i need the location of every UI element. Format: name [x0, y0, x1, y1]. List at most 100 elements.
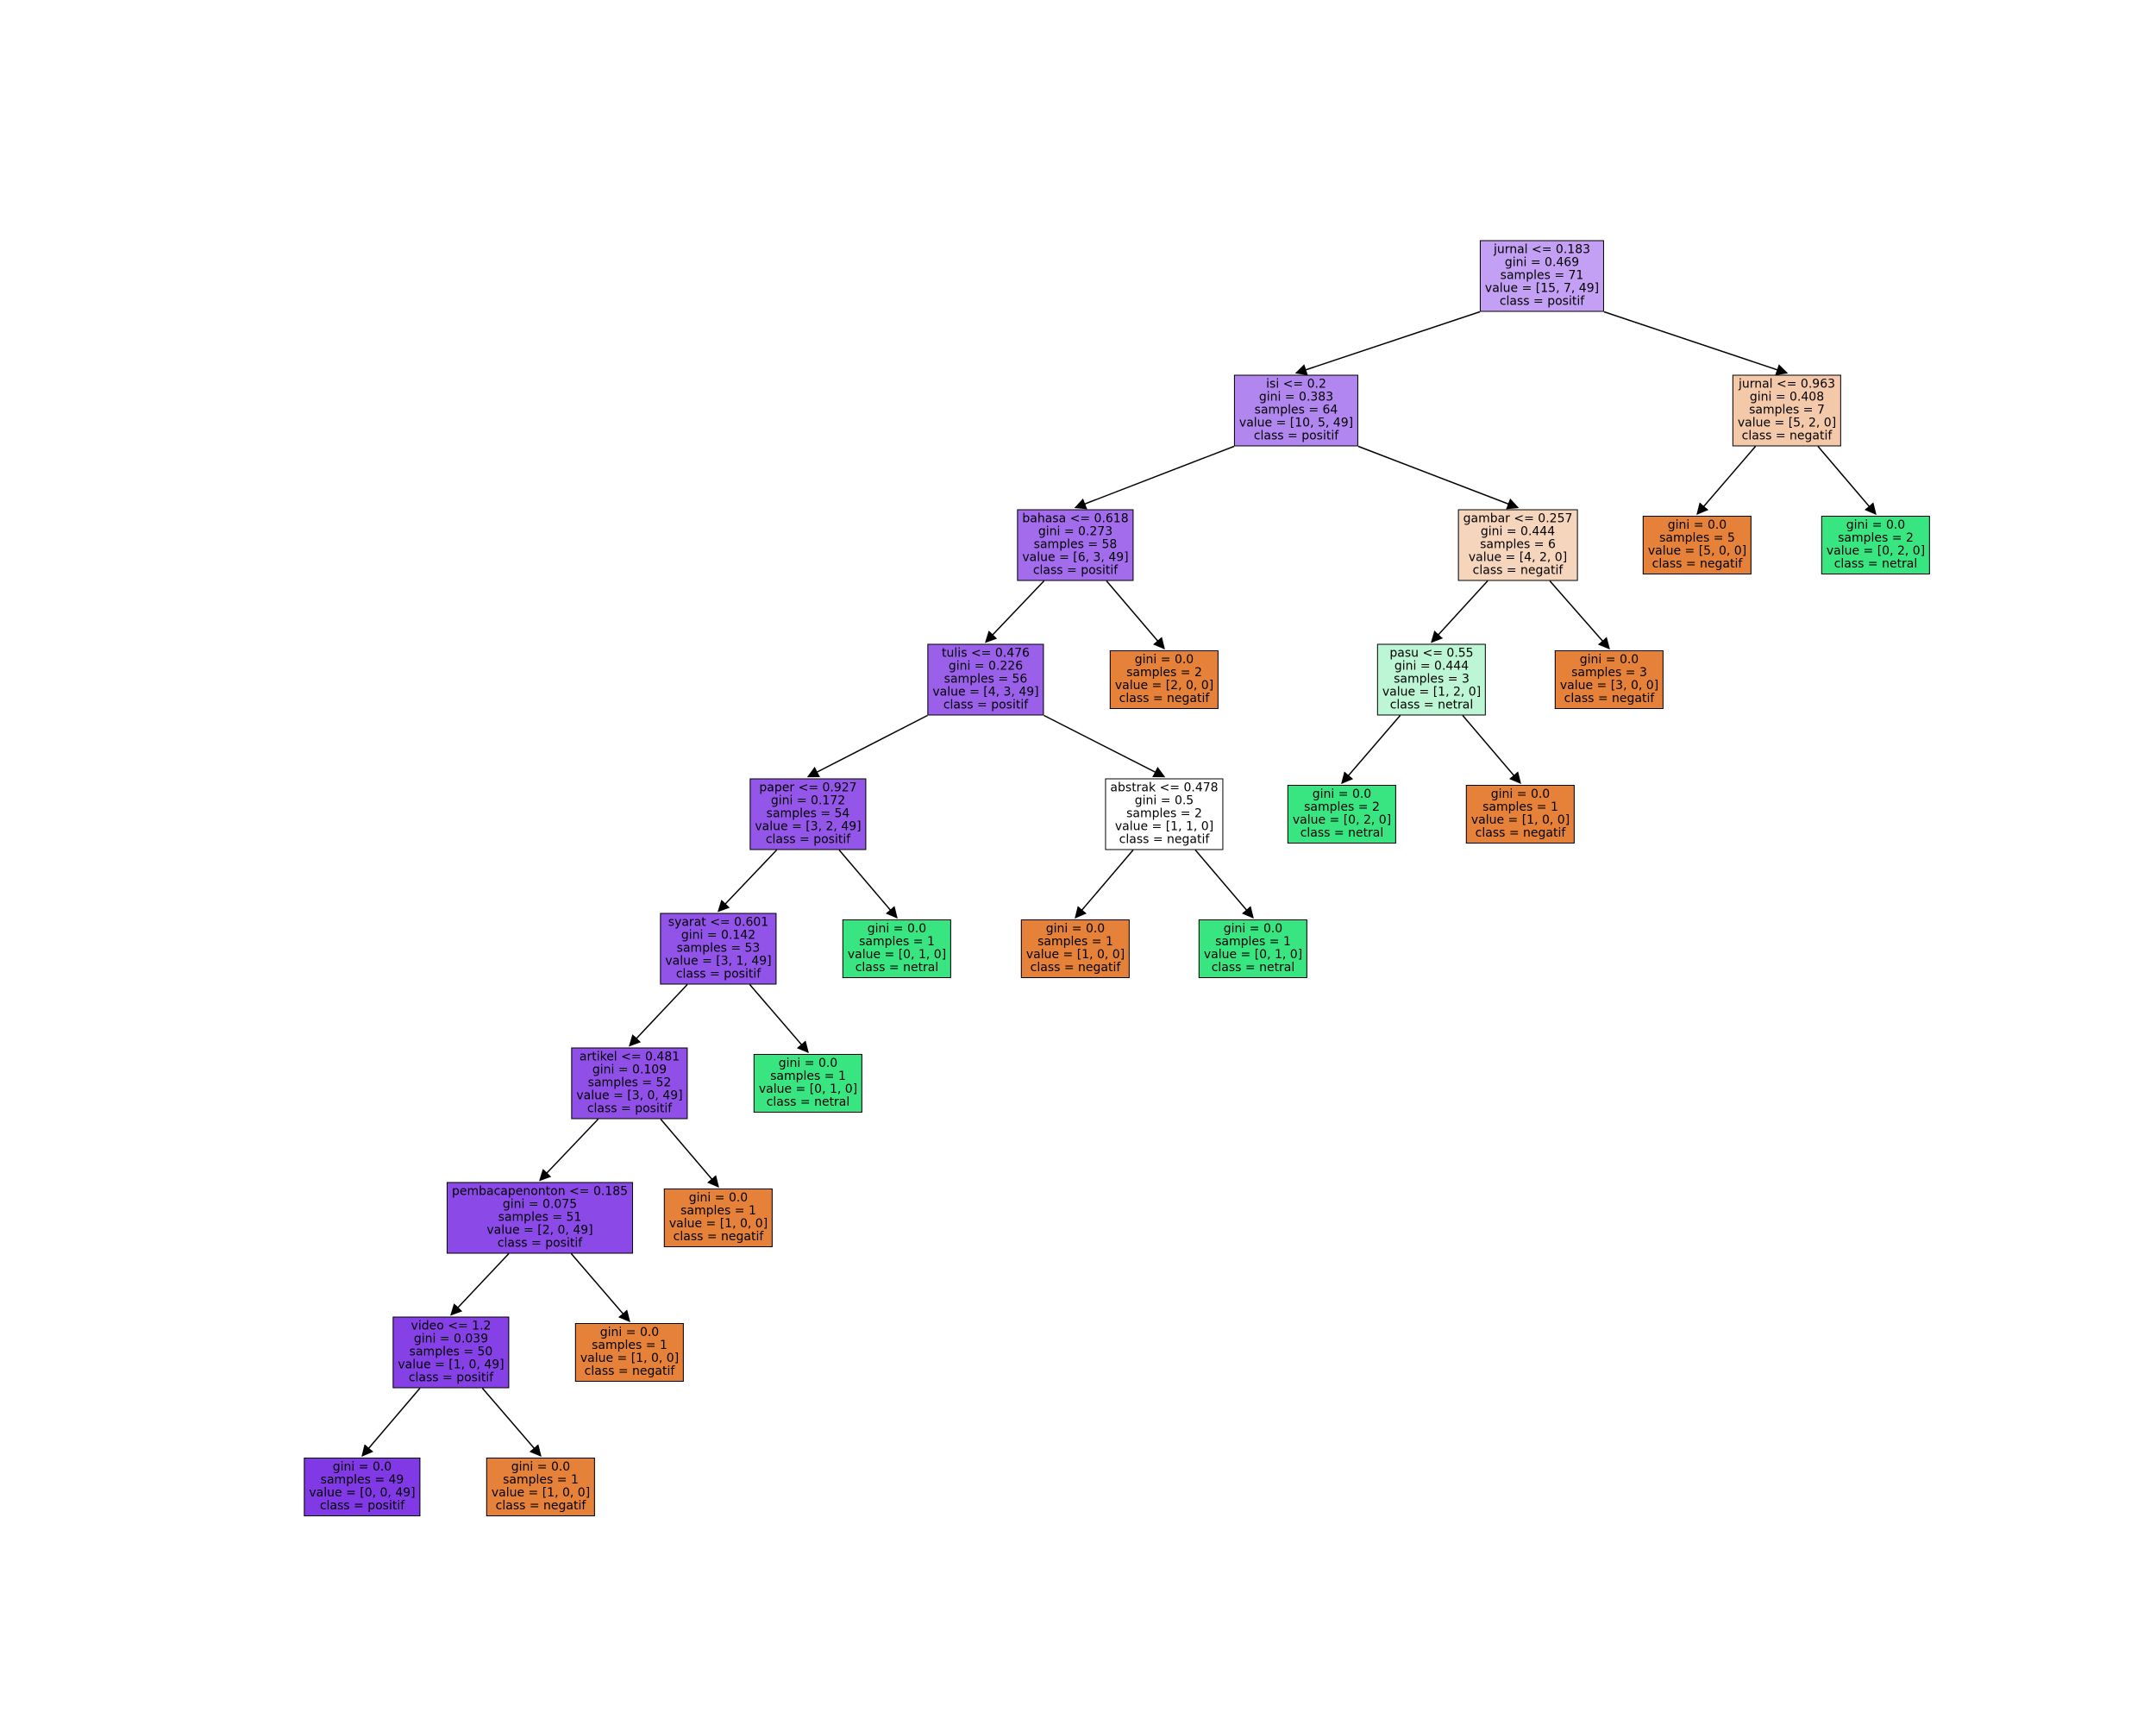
node-text-line: value = [0, 0, 49] [309, 1486, 416, 1500]
edge-n19-n20 [1431, 580, 1489, 643]
node-text-line: gini = 0.444 [1394, 659, 1470, 674]
tree-node-n7: pembacapenonton <= 0.185 gini = 0.075 samp… [446, 1182, 634, 1254]
tree-node-n22: gini = 0.0 samples = 1 value = [1, 0, 0] cl… [1465, 785, 1576, 844]
tree-node-n8: video <= 1.2 gini = 0.039 samples = 50 valu… [392, 1316, 510, 1389]
node-text-line: video <= 1.2 [411, 1319, 492, 1333]
node-text-line: samples = 1 [503, 1473, 579, 1487]
node-text-line: tulis <= 0.476 [942, 646, 1030, 661]
node-text-line: gini = 0.0 [1579, 653, 1639, 667]
node-text-line: gini = 0.469 [1504, 255, 1580, 270]
node-text-line: gini = 0.075 [502, 1197, 578, 1212]
node-text-line: class = positif [765, 832, 851, 847]
node-text-line: value = [15, 7, 49] [1484, 281, 1600, 296]
edge-n0-n1 [1294, 310, 1481, 376]
node-text-line: samples = 71 [1500, 268, 1584, 283]
edge-n6-n7 [539, 1118, 599, 1182]
node-text-line: class = negatif [1030, 961, 1121, 975]
tree-node-n23: gini = 0.0 samples = 3 value = [3, 0, 0] cl… [1554, 650, 1664, 709]
edge-n24-n26 [1817, 446, 1877, 516]
node-text-line: class = negatif [673, 1230, 764, 1244]
node-text-line: gini = 0.0 [688, 1191, 749, 1205]
node-text-line: value = [1, 0, 0] [580, 1352, 680, 1365]
node-text-line: jurnal <= 0.183 [1493, 242, 1591, 257]
tree-node-n0: jurnal <= 0.183 gini = 0.469 samples = 71 v… [1479, 240, 1605, 312]
tree-node-n17: gini = 0.0 samples = 1 value = [0, 1, 0] cl… [1198, 919, 1308, 978]
node-text-line: samples = 5 [1659, 531, 1735, 545]
node-text-line: value = [1, 1, 0] [1114, 819, 1214, 834]
edge-n8-n10 [481, 1388, 542, 1458]
node-text-line: samples = 2 [1126, 666, 1202, 680]
node-text-line: artikel <= 0.481 [579, 1050, 680, 1064]
tree-node-n24: jurnal <= 0.963 gini = 0.408 samples = 7 va… [1732, 374, 1842, 447]
node-text-line: class = negatif [1472, 563, 1564, 578]
node-text-line: class = positif [1032, 563, 1119, 578]
node-text-line: class = positif [586, 1101, 673, 1116]
edge-n6-n12 [660, 1119, 719, 1189]
node-text-line: gini = 0.0 [1134, 653, 1194, 667]
edge-n3-n15 [1044, 714, 1166, 778]
node-text-line: class = netral [1389, 698, 1474, 712]
node-text-line: value = [1, 0, 0] [1470, 813, 1570, 827]
node-text-line: samples = 64 [1254, 403, 1338, 417]
edge-n2-n3 [985, 580, 1045, 643]
tree-node-n14: gini = 0.0 samples = 1 value = [0, 1, 0] cl… [842, 919, 952, 978]
node-text-line: gini = 0.0 [1490, 787, 1551, 801]
node-text-line: value = [4, 2, 0] [1468, 550, 1568, 565]
node-text-line: value = [2, 0, 0] [1114, 679, 1214, 693]
tree-node-n9: gini = 0.0 samples = 49 value = [0, 0, 49]… [304, 1458, 421, 1516]
edge-n4-n5 [718, 849, 778, 913]
tree-node-n16: gini = 0.0 samples = 1 value = [1, 0, 0] cl… [1020, 919, 1131, 978]
edge-n15-n16 [1075, 850, 1134, 919]
node-text-line: value = [0, 1, 0] [847, 948, 947, 962]
node-text-line: samples = 1 [680, 1204, 756, 1218]
tree-node-n11: gini = 0.0 samples = 1 value = [1, 0, 0] cl… [574, 1323, 685, 1382]
edge-n3-n4 [806, 714, 928, 778]
node-text-line: paper <= 0.927 [759, 781, 857, 795]
node-text-line: class = netral [855, 961, 939, 975]
node-text-line: samples = 2 [1304, 800, 1380, 814]
node-text-line: isi <= 0.2 [1266, 377, 1326, 392]
edge-n24-n25 [1696, 446, 1757, 516]
node-text-line: samples = 6 [1480, 537, 1556, 552]
node-text-line: gini = 0.226 [948, 659, 1024, 674]
edge-n15-n17 [1194, 850, 1254, 919]
node-text-line: class = negatif [1475, 826, 1566, 840]
tree-node-n10: gini = 0.0 samples = 1 value = [1, 0, 0] cl… [486, 1458, 596, 1516]
node-text-line: value = [4, 3, 49] [932, 685, 1039, 699]
node-text-line: samples = 1 [1482, 800, 1558, 814]
node-text-line: samples = 3 [1394, 672, 1470, 687]
node-text-line: class = netral [766, 1095, 850, 1109]
node-text-line: value = [3, 0, 49] [576, 1088, 683, 1103]
node-text-line: samples = 1 [859, 935, 935, 949]
node-text-line: gini = 0.408 [1749, 390, 1825, 405]
node-text-line: bahasa <= 0.618 [1022, 511, 1129, 526]
node-text-line: samples = 1 [592, 1339, 667, 1352]
edge-n1-n2 [1074, 445, 1235, 510]
node-text-line: class = negatif [1741, 429, 1833, 443]
edge-n5-n13 [749, 984, 809, 1054]
tree-node-n20: pasu <= 0.55 gini = 0.444 samples = 3 value… [1376, 643, 1487, 716]
node-text-line: class = negatif [1651, 557, 1743, 571]
tree-node-n4: paper <= 0.927 gini = 0.172 samples = 54 va… [749, 778, 867, 850]
node-text-line: samples = 2 [1838, 531, 1914, 545]
node-text-line: value = [10, 5, 49] [1238, 416, 1354, 430]
node-text-line: gini = 0.0 [1312, 787, 1372, 801]
node-text-line: gini = 0.0 [1667, 518, 1727, 532]
node-text-line: value = [5, 0, 0] [1647, 544, 1747, 558]
node-text-line: class = positif [497, 1236, 583, 1251]
node-text-line: gini = 0.0 [1045, 922, 1106, 936]
tree-node-n1: isi <= 0.2 gini = 0.383 samples = 64 value … [1233, 374, 1359, 447]
node-text-line: gambar <= 0.257 [1463, 511, 1573, 526]
edge-n1-n19 [1357, 445, 1520, 510]
edge-n19-n23 [1549, 580, 1610, 650]
node-text-line: samples = 58 [1033, 537, 1118, 552]
node-text-line: samples = 1 [1215, 935, 1291, 949]
node-text-line: value = [0, 2, 0] [1292, 813, 1392, 827]
node-text-line: jurnal <= 0.963 [1738, 377, 1836, 392]
node-text-line: class = positif [319, 1499, 405, 1513]
node-text-line: gini = 0.172 [770, 794, 846, 808]
edge-n7-n8 [450, 1252, 510, 1316]
tree-node-n21: gini = 0.0 samples = 2 value = [0, 2, 0] cl… [1287, 785, 1397, 844]
edge-n7-n11 [570, 1253, 630, 1323]
